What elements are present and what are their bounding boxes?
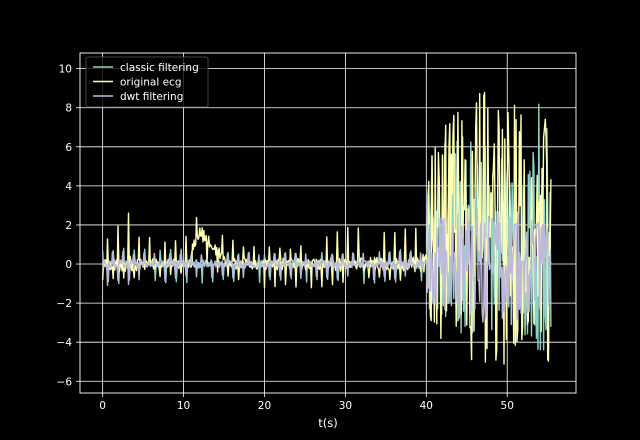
y-tick-label: 2 (65, 220, 72, 232)
x-tick-label: 0 (99, 400, 106, 412)
x-tick-label: 30 (339, 400, 352, 412)
y-tick-label: 8 (65, 103, 72, 115)
y-tick-label: −6 (57, 376, 73, 388)
ticks-group: 0 10 20 30 40 50 −6 −4 −2 0 2 4 6 8 10 (57, 64, 514, 412)
y-tick-label: 6 (65, 142, 72, 154)
x-tick-label: 20 (258, 400, 271, 412)
y-tick-label: 0 (65, 259, 72, 271)
legend: classic filtering original ecg dwt filteri… (85, 56, 209, 108)
y-tick-label: 10 (59, 64, 72, 76)
x-tick-label: 10 (177, 400, 190, 412)
series-group (102, 91, 552, 365)
y-tick-label: 4 (65, 181, 72, 193)
x-tick-label: 40 (420, 400, 433, 412)
x-axis-label: t(s) (318, 416, 337, 430)
legend-box (85, 56, 209, 108)
series-line-3 (102, 207, 552, 323)
y-tick-label: −2 (57, 298, 72, 310)
y-tick-label: −4 (57, 337, 73, 349)
plot-frame (79, 52, 577, 394)
legend-label: classic filtering (120, 62, 199, 74)
x-tick-label: 50 (501, 400, 514, 412)
legend-label: original ecg (120, 77, 181, 89)
legend-label: dwt filtering (120, 91, 183, 103)
